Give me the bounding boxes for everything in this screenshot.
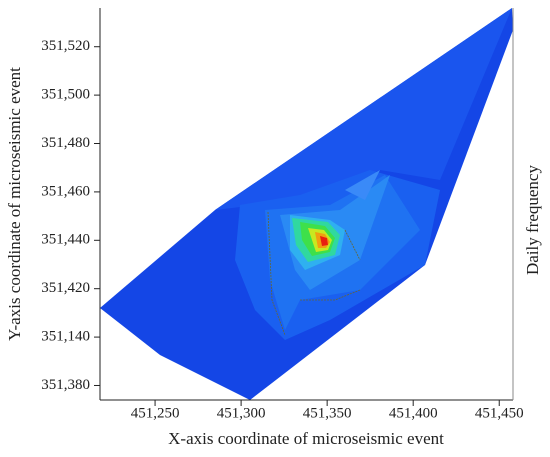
axes [99,8,514,401]
y-tick-label: 351,440 [41,232,90,248]
x-tick-label: 451,400 [389,405,438,421]
y-axis-title: Y-axis coordinate of microseismic event [5,67,24,341]
x-tick-label: 451,250 [131,405,180,421]
contour-field [100,8,513,400]
y-tick-label: 351,420 [41,280,90,296]
y-tick-label: 351,380 [41,377,90,393]
y-tick-label: 351,480 [41,135,90,151]
colorbar-title: Daily frequency [523,165,542,275]
y-tick-label: 351,140 [41,329,90,345]
y-tick-label: 351,460 [41,183,90,199]
y-tick-label: 351,520 [41,38,90,54]
x-tick-label: 451,450 [475,405,524,421]
y-tick-label: 351,500 [41,87,90,103]
x-tick-label: 451,300 [217,405,266,421]
x-axis-title: X-axis coordinate of microseismic event [168,429,444,448]
x-tick-label: 451,350 [303,405,352,421]
